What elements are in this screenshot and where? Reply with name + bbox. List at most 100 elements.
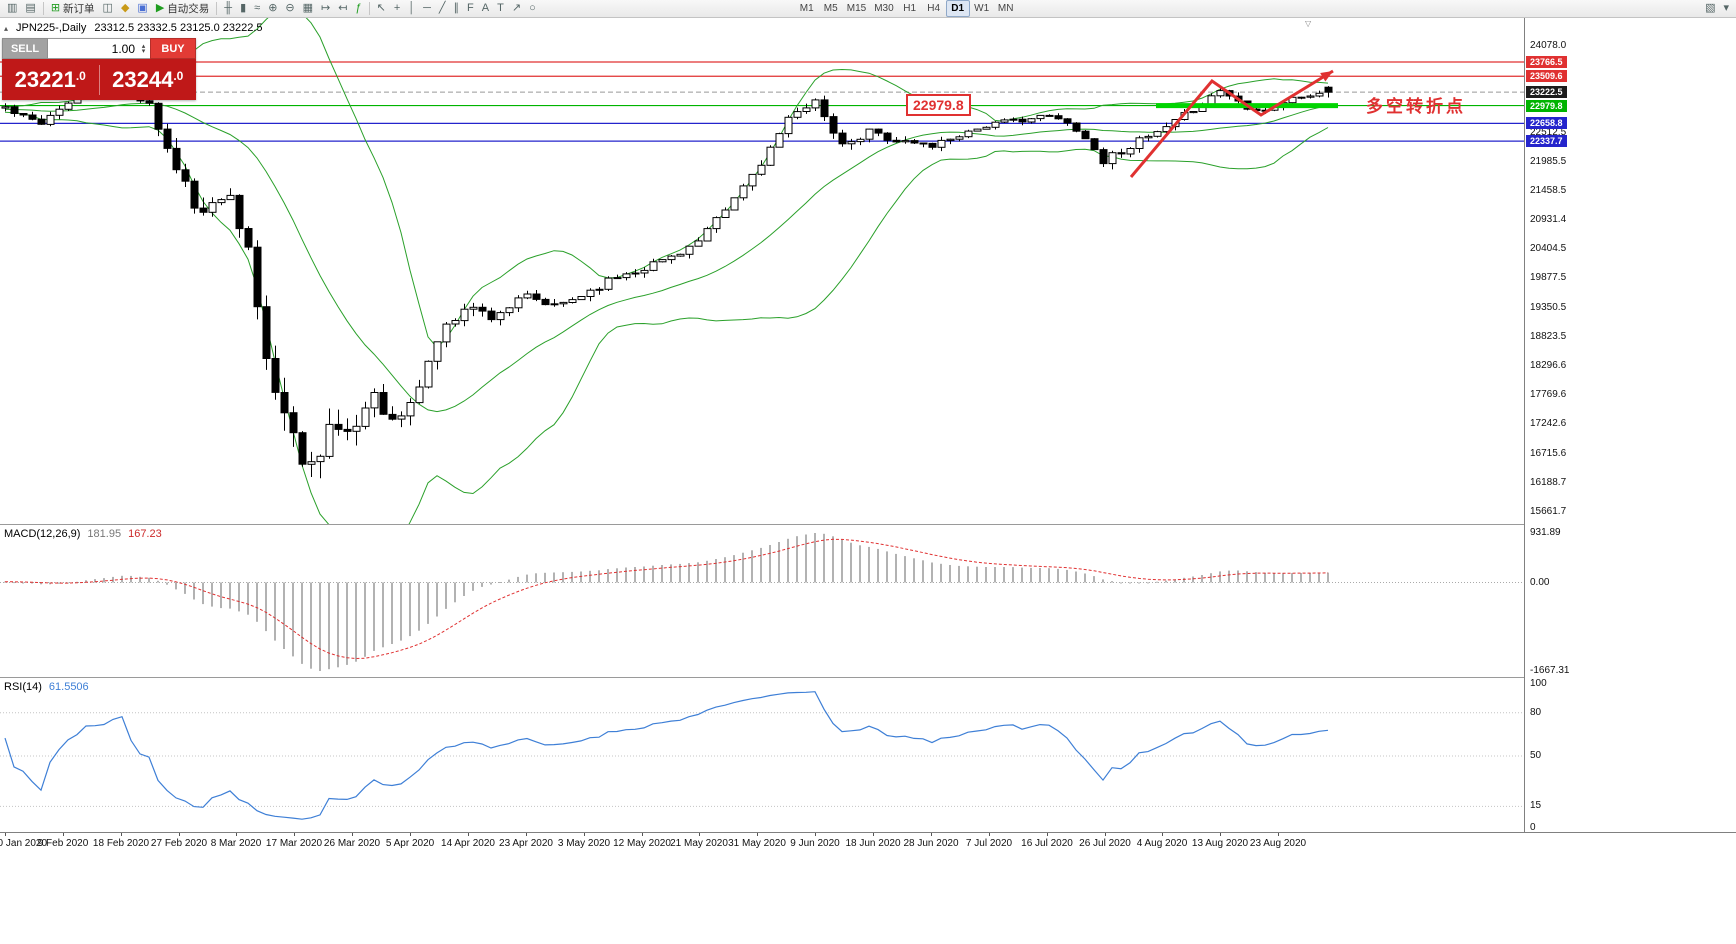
- timeframe-mn-button[interactable]: MN: [994, 0, 1018, 17]
- candle-body: [244, 228, 253, 248]
- time-tick: [352, 833, 353, 836]
- macd-bar: [364, 582, 366, 657]
- macd-bar: [1102, 579, 1104, 583]
- arrows-icon: ↗: [511, 2, 522, 14]
- candle-body: [973, 128, 982, 132]
- candle-body: [280, 392, 289, 414]
- pivot-note-text[interactable]: 多空转折点: [1366, 97, 1466, 116]
- fibonacci-button[interactable]: F: [463, 0, 478, 17]
- macd-bar: [985, 567, 987, 583]
- main-chart-pane[interactable]: ▴ JPN225-,Daily 23312.5 23332.5 23125.0 …: [0, 18, 1524, 524]
- trade-panel-toggle-icon[interactable]: ▴: [4, 23, 9, 33]
- candle-body: [883, 132, 892, 141]
- date-label: 31 May 2020: [728, 838, 786, 849]
- terminal-button[interactable]: ▣: [133, 0, 151, 17]
- text-button[interactable]: A: [478, 0, 493, 17]
- indicators-button[interactable]: ƒ: [351, 0, 365, 17]
- tile-windows-button[interactable]: ▦: [299, 0, 317, 17]
- arrows-button[interactable]: ↗: [508, 0, 525, 17]
- price-chart-canvas[interactable]: [0, 18, 1524, 524]
- timeframe-w1-button[interactable]: W1: [970, 0, 994, 17]
- candle-body: [271, 358, 280, 393]
- timeframe-m1-button[interactable]: M1: [795, 0, 819, 17]
- macd-bar: [706, 560, 708, 583]
- lot-increment-icon[interactable]: ▴: [141, 42, 146, 50]
- macd-bar: [175, 582, 177, 590]
- cursor-button[interactable]: ↖: [373, 0, 390, 17]
- buy-price[interactable]: 23244.0: [112, 66, 184, 92]
- chart-shift-marker[interactable]: ▽: [1305, 19, 1312, 28]
- macd-bar: [733, 555, 735, 583]
- trendline-button[interactable]: ╱: [435, 0, 450, 17]
- bar-chart-button[interactable]: ╫: [220, 0, 236, 17]
- buy-button[interactable]: BUY: [150, 38, 196, 59]
- crosshair-button[interactable]: +: [390, 0, 404, 17]
- lot-decrement-icon[interactable]: ▾: [141, 47, 146, 55]
- new-chart-button[interactable]: ▥: [3, 0, 21, 17]
- bollinger-middle-band: [4, 102, 1329, 413]
- macd-bar: [598, 570, 600, 583]
- timeframe-h4-button[interactable]: H4: [922, 0, 946, 17]
- lot-size-field[interactable]: 1.00 ▴ ▾: [48, 38, 150, 59]
- new-order-button[interactable]: ⊞ 新订单: [47, 0, 99, 17]
- candle-body: [1117, 152, 1126, 155]
- zoom-in-button[interactable]: ⊕: [264, 0, 281, 17]
- lot-size-value[interactable]: 1.00: [111, 41, 135, 56]
- candle-body: [901, 140, 910, 143]
- auto-scroll-button[interactable]: ↦: [317, 0, 334, 17]
- zoom-out-button[interactable]: ⊖: [281, 0, 298, 17]
- candle-body: [739, 185, 748, 199]
- macd-bar: [445, 582, 447, 609]
- candlestick-chart-button[interactable]: ▮: [236, 0, 250, 17]
- price-axis[interactable]: 24078.0 22512.5 21985.5 21458.5 20931.4 20404…: [1524, 18, 1736, 833]
- macd-bar: [1039, 568, 1041, 583]
- date-label: 28 Jun 2020: [903, 838, 959, 849]
- rsi-canvas[interactable]: [0, 678, 1524, 833]
- candle-body: [163, 128, 172, 149]
- price-annotation-box[interactable]: 22979.8: [906, 94, 971, 116]
- sell-button[interactable]: SELL: [2, 38, 48, 59]
- horizontal-line-button[interactable]: ─: [419, 0, 435, 17]
- timeframe-d1-button[interactable]: D1: [945, 0, 970, 17]
- macd-bar: [1003, 567, 1005, 583]
- candle-body: [1081, 130, 1090, 140]
- macd-canvas[interactable]: [0, 525, 1524, 677]
- date-label: 4 Aug 2020: [1136, 838, 1188, 849]
- timeframe-h1-button[interactable]: H1: [898, 0, 922, 17]
- lot-stepper[interactable]: ▴ ▾: [137, 42, 150, 55]
- time-tick: [63, 833, 64, 836]
- rsi-pane[interactable]: RSI(14) 61.5506: [0, 677, 1524, 833]
- macd-bar: [436, 582, 438, 617]
- shapes-button[interactable]: ○: [525, 0, 540, 17]
- candle-body: [856, 138, 865, 143]
- line-chart-button[interactable]: ≈: [250, 0, 264, 17]
- candle-body: [721, 209, 730, 218]
- profiles-button[interactable]: ▤: [21, 0, 39, 17]
- trend-arrow[interactable]: [1129, 69, 1334, 178]
- time-tick: [179, 833, 180, 836]
- candle-body: [1036, 114, 1045, 120]
- price-tick-label: 20404.5: [1530, 243, 1567, 255]
- macd-bar: [337, 582, 339, 668]
- options-button[interactable]: ▾: [1719, 0, 1733, 17]
- navigator-button[interactable]: ◆: [117, 0, 133, 17]
- label-button[interactable]: T: [493, 0, 508, 17]
- chart-shift-button[interactable]: ↤: [334, 0, 351, 17]
- macd-bar: [1192, 576, 1194, 583]
- timeframe-m5-button[interactable]: M5: [819, 0, 843, 17]
- macd-bar: [508, 579, 510, 583]
- toolbar-separator: [216, 2, 218, 15]
- macd-pane[interactable]: MACD(12,26,9) 181.95 167.23: [0, 524, 1524, 677]
- timeframe-m30-button[interactable]: M30: [870, 0, 897, 17]
- vertical-line-button[interactable]: │: [404, 0, 419, 17]
- channel-button[interactable]: ∥: [450, 0, 464, 17]
- new-order-button-label: 新订单: [63, 3, 95, 15]
- auto-trading-button[interactable]: ▶ 自动交易: [152, 0, 213, 17]
- strategy-tester-button[interactable]: ▧: [1701, 0, 1719, 17]
- zoom-in-icon: ⊕: [268, 2, 278, 14]
- timeframe-m15-button[interactable]: M15: [843, 0, 870, 17]
- market-watch-button[interactable]: ◫: [99, 0, 117, 17]
- macd-bar: [1012, 567, 1014, 583]
- sell-price[interactable]: 23221.0: [14, 66, 86, 92]
